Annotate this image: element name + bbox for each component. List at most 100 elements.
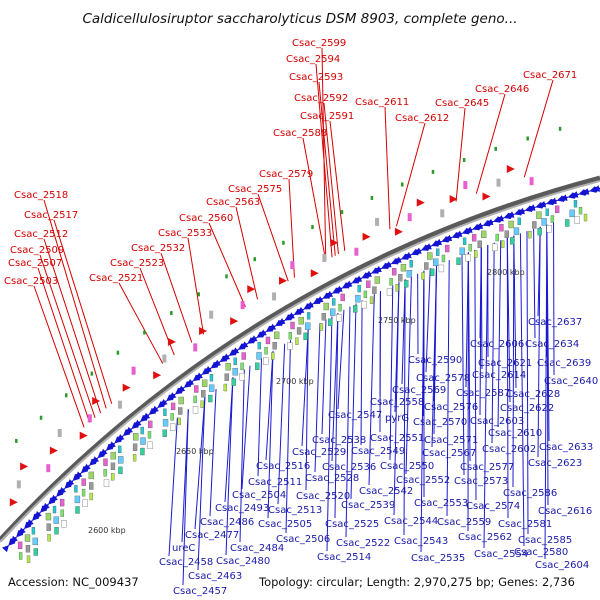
feature-block-226 (392, 268, 397, 276)
feature-block-327 (353, 305, 358, 313)
blue-leader-line (285, 340, 291, 534)
gene-arrow-75 (213, 361, 221, 368)
gene-arrow-120 (354, 277, 363, 284)
label-Csac_2577: Csac_2577 (460, 462, 514, 473)
blue-leader-line (301, 329, 309, 447)
label-Csac_2505: Csac_2505 (258, 519, 312, 530)
gene-arrow-165 (507, 212, 516, 220)
label-Csac_2587: Csac_2587 (456, 388, 510, 399)
label-Csac_2484: Csac_2484 (230, 543, 284, 554)
feature-block-199 (103, 458, 108, 466)
feature-block-245 (46, 523, 51, 531)
outer-dot-391 (39, 415, 43, 420)
feature-block-299 (61, 520, 67, 528)
outer-dot-390 (15, 438, 18, 443)
feature-block-331 (395, 284, 399, 292)
gene-arrow-105 (306, 303, 314, 310)
gene-arrow-93 (268, 325, 277, 332)
feature-block-216 (273, 331, 280, 340)
feature-block-263 (224, 373, 229, 381)
gene-arrow-21 (58, 487, 66, 496)
blue-leader-line (420, 270, 425, 553)
label-Csac_2602: Csac_2602 (482, 444, 536, 455)
label-Csac_2513: Csac_2513 (268, 505, 322, 516)
red-arrow-352 (49, 446, 58, 455)
feature-block-246 (53, 516, 59, 524)
blue-leader-line (512, 235, 515, 488)
gene-arrow-108 (316, 298, 324, 305)
label-Csac_2570: Csac_2570 (413, 417, 467, 428)
red-leader-line (33, 285, 85, 428)
gene-arrow-82 (237, 343, 246, 350)
gene-arrow-90 (259, 331, 267, 338)
label-Csac_2529: Csac_2529 (292, 447, 346, 458)
red-arrow-366 (230, 317, 239, 326)
gene-arrow-156 (476, 224, 484, 231)
feature-block-222 (340, 293, 345, 302)
feature-block-277 (372, 286, 377, 294)
outer-block-349 (16, 480, 21, 489)
label-Csac_2517: Csac_2517 (24, 210, 78, 221)
feature-block-192 (31, 527, 36, 535)
blue-leader-line (360, 300, 363, 446)
feature-block-223 (357, 284, 361, 293)
outer-dot-407 (494, 146, 497, 151)
feature-block-347 (583, 213, 588, 222)
label-Csac_2536: Csac_2536 (322, 462, 376, 473)
outer-dot-409 (558, 126, 562, 131)
gene-arrow-150 (455, 232, 464, 239)
blue-leader-line (197, 397, 206, 571)
blue-leader-line (267, 350, 274, 519)
label-Csac_2486: Csac_2486 (200, 517, 254, 528)
outer-block-357 (117, 400, 122, 409)
feature-block-294 (578, 207, 583, 215)
label-Csac_2552: Csac_2552 (396, 475, 450, 486)
label-Csac_2603: Csac_2603 (470, 416, 524, 427)
red-leader-line (395, 122, 426, 227)
red-leader-line (37, 267, 91, 423)
label-Csac_2542: Csac_2542 (359, 486, 413, 497)
feature-block-210 (209, 374, 214, 382)
gene-arrow-94 (274, 319, 283, 327)
red-arrow-348 (9, 498, 18, 507)
label-Csac_2623: Csac_2623 (528, 458, 582, 469)
label-Csac_2503: Csac_2503 (4, 276, 58, 287)
feature-block-194 (52, 505, 57, 514)
feature-block-318 (255, 362, 260, 370)
feature-block-201 (118, 445, 122, 454)
gene-arrow-133 (400, 253, 409, 260)
gene-arrow-66 (186, 380, 194, 388)
label-Csac_2578: Csac_2578 (416, 373, 470, 384)
gene-arrow-88 (256, 331, 264, 338)
label-Csac_2571: Csac_2571 (424, 435, 478, 446)
red-arrow-354 (79, 431, 88, 440)
feature-block-230 (436, 248, 440, 256)
feature-block-206 (170, 402, 176, 411)
red-leader-line (39, 254, 96, 418)
feature-block-191 (24, 534, 31, 542)
label-Csac_2581: Csac_2581 (498, 519, 552, 530)
red-arrow-358 (122, 383, 131, 392)
red-arrow-362 (167, 337, 176, 346)
label-ureC: ureC (172, 543, 195, 554)
label-Csac_2586: Csac_2586 (503, 488, 557, 499)
feature-block-241 (573, 200, 578, 208)
label-Csac_2539: Csac_2539 (341, 500, 395, 511)
gene-arrow-162 (497, 216, 505, 223)
feature-block-329 (369, 296, 374, 304)
feature-block-328 (361, 300, 367, 309)
feature-block-267 (264, 347, 268, 355)
outer-block-353 (57, 428, 62, 437)
gene-arrow-144 (435, 240, 443, 247)
feature-block-268 (272, 342, 277, 350)
label-Csac_2544: Csac_2544 (384, 516, 438, 527)
blue-leader-line (526, 231, 529, 535)
gene-arrow-147 (445, 236, 453, 243)
label-Csac_2580: Csac_2580 (514, 547, 568, 558)
feature-block-195 (59, 498, 65, 507)
label-Csac_2509: Csac_2509 (10, 245, 64, 256)
feature-block-325 (328, 318, 333, 326)
gene-arrow-79 (228, 349, 237, 356)
feature-block-253 (118, 456, 124, 464)
